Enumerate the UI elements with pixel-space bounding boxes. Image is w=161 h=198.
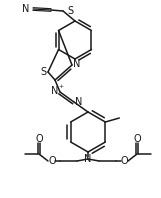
Text: N: N: [75, 97, 83, 107]
Text: N: N: [84, 154, 92, 164]
Text: O: O: [120, 156, 128, 166]
Text: N: N: [51, 86, 59, 96]
Text: O: O: [35, 134, 43, 144]
Text: S: S: [40, 67, 46, 77]
Text: N: N: [73, 59, 81, 69]
Text: N: N: [22, 4, 29, 14]
Text: O: O: [133, 134, 141, 144]
Text: S: S: [67, 6, 73, 16]
Text: O: O: [48, 156, 56, 166]
Text: +: +: [58, 84, 64, 89]
